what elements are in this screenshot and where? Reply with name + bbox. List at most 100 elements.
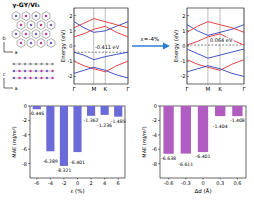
atom: [40, 70, 42, 72]
plot-frame: [187, 8, 244, 84]
x-tick-label: 0.6: [233, 180, 241, 186]
axis-letter: b: [2, 35, 5, 41]
atom: [24, 77, 26, 79]
plot-area: [187, 22, 244, 77]
y-tick-label: -2: [152, 117, 157, 123]
y-axis-label: MAE (mJ/m²): [11, 126, 17, 157]
hexagon: [12, 12, 20, 21]
plot-area: [163, 106, 242, 154]
hexagon: [17, 39, 25, 48]
atom: [50, 24, 53, 27]
atom: [35, 33, 38, 36]
axis-arrow: [4, 88, 13, 89]
y-tick-label: 2: [69, 13, 72, 19]
y-tick-label: -4: [22, 132, 27, 138]
y-tick: [28, 134, 30, 135]
data-label: -6.401: [70, 160, 85, 165]
layer: [12, 71, 54, 72]
annotation-line: [74, 52, 128, 53]
band-line: [74, 67, 128, 78]
y-tick: [74, 46, 76, 47]
atom: [29, 63, 31, 65]
atom: [35, 77, 37, 79]
y-axis-label: Energy (eV): [60, 30, 67, 62]
bar: [215, 106, 225, 116]
atom: [30, 24, 33, 27]
axis-arrow: [4, 42, 5, 52]
hexagon: [42, 12, 50, 21]
hexagon: [47, 21, 55, 30]
atom: [46, 63, 48, 65]
hexagon: [22, 30, 30, 39]
plot-frame: [30, 106, 125, 178]
hexagon: [42, 30, 50, 39]
annotation: -0.411 eV: [95, 44, 120, 50]
band-line: [187, 66, 244, 77]
data-label: -6.611: [178, 162, 193, 167]
bar: [232, 106, 242, 116]
band-line: [187, 34, 244, 45]
atom: [40, 63, 42, 65]
x-tick-label: -2: [61, 180, 66, 186]
x-tick-label: -0.3: [181, 180, 191, 186]
axis-letter: a: [14, 85, 17, 91]
annotation-bg: [209, 38, 234, 44]
x-tick-label: Γ: [72, 86, 76, 92]
x-grid-line: [187, 8, 188, 84]
band-line: [74, 61, 128, 72]
hexagon: [22, 12, 30, 21]
atom: [35, 15, 38, 18]
data-label: -1.404: [213, 124, 228, 129]
bar: [60, 106, 68, 166]
y-tick-label: -2: [68, 73, 73, 79]
y-tick: [158, 134, 160, 135]
atom: [40, 77, 42, 79]
bar: [73, 106, 81, 152]
y-tick-label: 1: [182, 28, 185, 34]
atom: [18, 77, 20, 79]
data-label: -6.638: [161, 156, 176, 161]
axis-letter: c: [3, 71, 6, 77]
hexagon: [47, 39, 55, 48]
layer: [12, 78, 54, 79]
y-tick-label: -6: [152, 146, 157, 152]
atom: [45, 15, 48, 18]
hexagon: [37, 39, 45, 48]
atom: [29, 77, 31, 79]
arrow-head: [163, 43, 170, 50]
atom: [13, 70, 15, 72]
data-label: -6.401: [196, 154, 211, 159]
bar: [33, 106, 41, 109]
x-tick-label: 2: [89, 180, 92, 186]
x-tick-label: 6: [117, 180, 120, 186]
atom: [40, 24, 43, 27]
atom: [50, 42, 53, 45]
bar: [114, 106, 122, 117]
hexagon: [27, 39, 35, 48]
atom: [51, 70, 53, 72]
x-tick-label: Γ: [126, 86, 130, 92]
annotation-bg: [95, 45, 120, 51]
arrow-shaft: [132, 45, 165, 47]
layer: [12, 64, 54, 65]
annotation-line: [187, 45, 244, 46]
atom: [24, 63, 26, 65]
x-tick-label: 0: [76, 180, 79, 186]
y-tick: [158, 149, 160, 150]
band-line: [74, 19, 128, 28]
atom: [18, 70, 20, 72]
atom: [51, 63, 53, 65]
x-tick-label: -0.6: [164, 180, 174, 186]
y-tick-label: -1: [181, 58, 186, 64]
axis-letter: a: [14, 49, 17, 55]
y-tick-label: -1: [68, 58, 73, 64]
axis-arrow: [4, 78, 5, 88]
atom: [46, 77, 48, 79]
atom: [25, 15, 28, 18]
y-tick: [158, 163, 160, 164]
structure-top: [12, 12, 55, 48]
y-tick: [74, 30, 76, 31]
x-grid-line: [207, 8, 208, 84]
x-grid-line: [219, 8, 220, 84]
atom: [18, 63, 20, 65]
